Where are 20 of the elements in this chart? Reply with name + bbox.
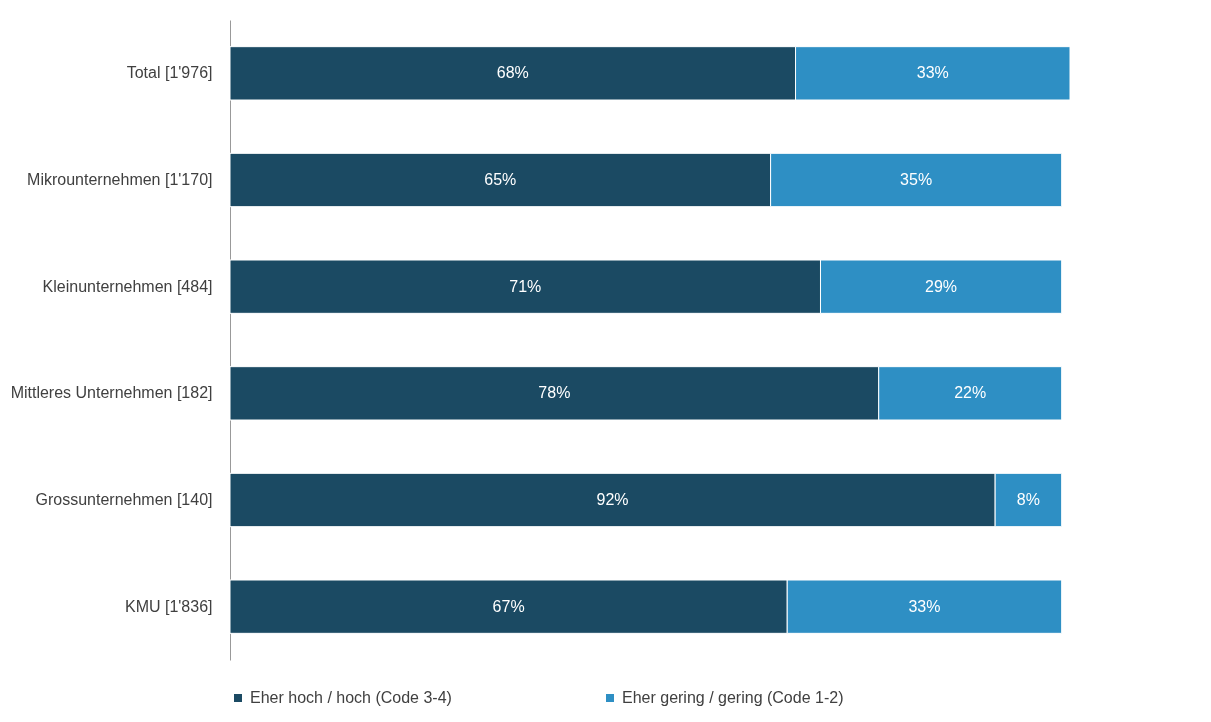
data-label: 35% <box>900 171 933 188</box>
data-label: 71% <box>509 277 542 295</box>
y-tick-label: Mittleres Unternehmen [182] <box>10 384 213 402</box>
y-tick-label: Total [1'976] <box>126 64 213 82</box>
data-label: 22% <box>954 384 987 402</box>
y-tick-label: Kleinunternehmen [484] <box>42 277 213 295</box>
y-tick-label: Mikrounternehmen [1'170] <box>27 171 213 188</box>
data-label: 8% <box>1016 491 1040 508</box>
y-tick-label: KMU [1'836] <box>124 597 213 615</box>
legend-label: Eher hoch / hoch (Code 3-4) <box>250 689 452 706</box>
data-label: 65% <box>484 171 517 188</box>
y-tick-label: Grossunternehmen [140] <box>35 491 213 508</box>
data-label: 68% <box>496 64 529 82</box>
data-label: 67% <box>492 597 525 615</box>
data-label: 29% <box>925 277 958 295</box>
legend-label: Eher gering / gering (Code 1-2) <box>622 689 844 706</box>
data-label: 33% <box>916 64 949 82</box>
data-label: 78% <box>538 384 571 402</box>
data-label: 92% <box>596 491 629 508</box>
data-label: 33% <box>908 597 941 615</box>
